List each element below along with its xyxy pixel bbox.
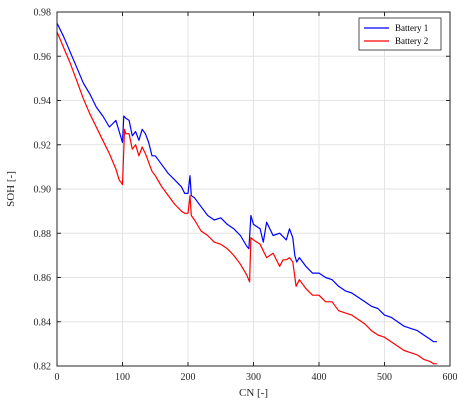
y-tick-label: 0.88 <box>34 229 52 240</box>
y-tick-label: 0.84 <box>34 317 52 328</box>
legend-label-battery-2: Battery 2 <box>395 36 428 46</box>
x-tick-label: 0 <box>55 372 60 383</box>
y-axis-label: SOH [-] <box>5 171 17 207</box>
x-axis-label: CN [-] <box>239 387 268 399</box>
x-tick-label: 400 <box>312 372 327 383</box>
x-tick-label: 600 <box>443 372 458 383</box>
ticks <box>56 11 451 367</box>
y-tick-label: 0.92 <box>34 140 52 151</box>
x-tick-label: 100 <box>115 372 130 383</box>
y-tick-label: 0.82 <box>34 362 52 373</box>
y-tick-label: 0.98 <box>34 8 52 19</box>
series-layer <box>56 22 437 365</box>
series-line-battery-1 <box>56 22 437 343</box>
y-tick-label: 0.96 <box>34 52 52 63</box>
x-tick-label: 300 <box>246 372 261 383</box>
x-tick-label: 200 <box>181 372 196 383</box>
tick-labels: 0 100 200 300 400 500 600 0.82 0.84 0.86 0.88 0.90 0… <box>34 8 458 384</box>
y-tick-label: 0.90 <box>34 185 52 196</box>
y-tick-label: 0.94 <box>34 96 52 107</box>
legend-box <box>358 17 442 51</box>
legend: Battery 1 Battery 2 <box>358 17 442 51</box>
y-tick-label: 0.86 <box>34 273 52 284</box>
legend-label-battery-1: Battery 1 <box>395 23 428 33</box>
series-line-battery-2 <box>56 31 437 365</box>
x-tick-label: 500 <box>377 372 392 383</box>
